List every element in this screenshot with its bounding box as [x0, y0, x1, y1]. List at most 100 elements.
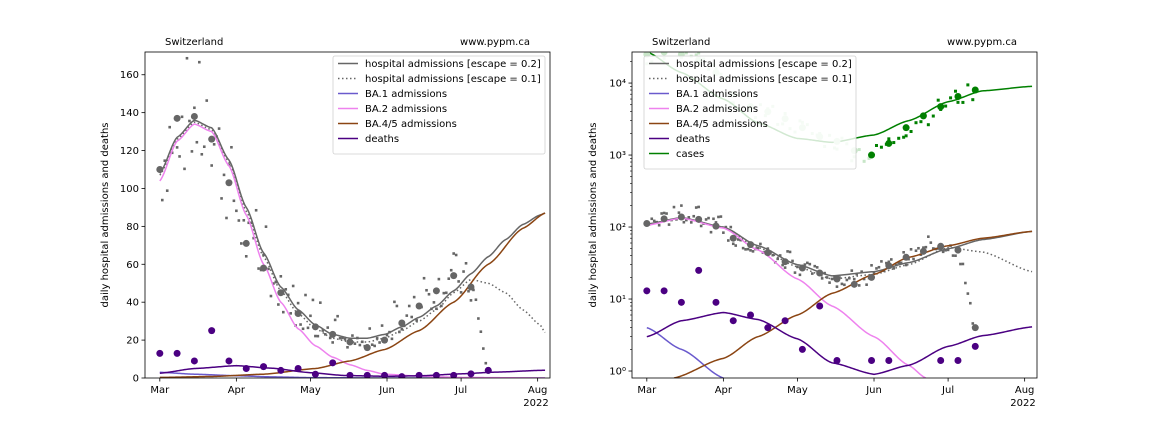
- weekly-hosp-dot: [833, 275, 841, 283]
- daily-hosp-point: [200, 152, 204, 156]
- daily-hosp-point: [786, 250, 789, 253]
- ba45-line: [673, 230, 1033, 378]
- deaths-line: [646, 311, 1033, 376]
- weekly-death-dot: [208, 327, 216, 335]
- daily-hosp-point: [813, 264, 817, 268]
- daily-hosp-point: [444, 291, 448, 295]
- weekly-hosp-dot: [643, 219, 651, 227]
- weekly-death-dot: [346, 371, 354, 378]
- daily-hosp-point: [474, 298, 478, 302]
- weekly-death-dots: [643, 266, 979, 365]
- daily-hosp-point: [361, 340, 364, 344]
- daily-case-point: [672, 48, 675, 51]
- daily-hosp-point: [286, 293, 290, 297]
- daily-hosp-point: [299, 323, 302, 326]
- y-tick-label: 10⁰: [609, 367, 626, 378]
- daily-hosp-point: [828, 281, 831, 284]
- daily-hosp-point: [875, 267, 878, 270]
- hosp-escape-02-line: [159, 119, 546, 339]
- daily-hosp-point: [183, 167, 186, 171]
- daily-case-point: [902, 135, 906, 139]
- daily-hosp-point: [407, 304, 411, 308]
- daily-case-point: [961, 100, 965, 104]
- weekly-case-dot: [868, 151, 876, 159]
- y-tick-label: 140: [120, 108, 139, 119]
- daily-case-point: [660, 48, 663, 51]
- weekly-hosp-dot: [816, 269, 824, 277]
- daily-hosp-point: [852, 277, 856, 281]
- daily-case-point: [867, 156, 871, 160]
- weekly-death-dot: [729, 317, 737, 325]
- weekly-death-dot: [329, 359, 337, 367]
- daily-case-point: [919, 120, 923, 124]
- daily-hosp-point: [736, 238, 740, 241]
- daily-hosp-point: [734, 244, 738, 247]
- daily-hosp-point: [410, 315, 414, 319]
- weekly-hosp-dot: [885, 262, 893, 270]
- weekly-death-dot: [294, 365, 302, 373]
- legend-label: hospital admissions [escape = 0.1]: [365, 74, 541, 85]
- daily-hosp-point: [425, 288, 428, 292]
- hosp-escape-01-line: [159, 121, 546, 343]
- daily-hosp-points: [645, 204, 975, 325]
- daily-hosp-point: [855, 272, 859, 276]
- daily-hosp-point: [262, 253, 265, 257]
- daily-hosp-point: [331, 341, 334, 344]
- daily-case-point: [879, 145, 883, 149]
- weekly-hosp-dot: [677, 213, 685, 221]
- daily-hosp-point: [296, 301, 300, 305]
- weekly-death-dot: [677, 298, 685, 306]
- legend-label: BA.4/5 admissions: [676, 119, 768, 130]
- daily-hosp-point: [279, 275, 283, 278]
- daily-hosp-point: [771, 253, 775, 257]
- daily-hosp-point: [168, 125, 171, 129]
- daily-hosp-point: [281, 310, 285, 314]
- daily-hosp-point: [778, 254, 782, 257]
- daily-hosp-point: [309, 314, 312, 318]
- daily-hosp-point: [835, 285, 839, 288]
- legend-label: BA.2 admissions: [676, 104, 758, 115]
- daily-case-point: [904, 134, 908, 138]
- ba45-line: [159, 212, 546, 378]
- daily-hosp-point: [914, 249, 918, 252]
- daily-hosp-point: [929, 241, 933, 244]
- x-tick-label: Apr: [715, 385, 733, 396]
- daily-hosp-point: [370, 343, 374, 347]
- daily-hosp-point: [889, 258, 893, 261]
- daily-hosp-point: [788, 250, 792, 254]
- hosp-escape-02-line: [646, 216, 1033, 277]
- weekly-hosp-dot: [747, 241, 755, 249]
- daily-hosp-point: [316, 334, 320, 338]
- x-tick-label: May: [787, 385, 808, 396]
- daily-hosp-point: [205, 99, 209, 102]
- weekly-hosp-dot: [919, 247, 927, 255]
- daily-hosp-point: [469, 299, 473, 302]
- legend-label: cases: [676, 149, 704, 160]
- x-tick-label: Jun: [865, 385, 882, 396]
- daily-hosp-point: [202, 145, 206, 149]
- daily-hosp-point: [395, 304, 399, 308]
- daily-hosp-point: [685, 218, 688, 222]
- daily-hosp-point: [217, 127, 221, 130]
- weekly-death-dot: [190, 357, 198, 365]
- daily-hosp-point: [964, 281, 967, 285]
- daily-hosp-point: [237, 219, 241, 222]
- x-tick-label: Jul: [941, 385, 954, 396]
- daily-hosp-point: [477, 317, 480, 320]
- daily-hosp-point: [969, 301, 972, 305]
- daily-hosp-point: [291, 284, 295, 288]
- weekly-death-dot: [937, 357, 945, 365]
- region-title: Switzerland: [165, 37, 223, 48]
- weekly-death-dot: [260, 363, 268, 371]
- daily-case-point: [956, 100, 960, 104]
- daily-hosp-point: [269, 294, 273, 298]
- weekly-hosp-dot: [781, 258, 789, 266]
- y-tick-label: 10²: [609, 223, 626, 234]
- daily-hosp-point: [175, 146, 179, 149]
- daily-hosp-point: [254, 208, 258, 212]
- daily-hosp-point: [472, 288, 475, 292]
- daily-hosp-point: [452, 252, 455, 255]
- daily-hosp-point: [247, 221, 251, 225]
- ba2-line: [159, 123, 546, 378]
